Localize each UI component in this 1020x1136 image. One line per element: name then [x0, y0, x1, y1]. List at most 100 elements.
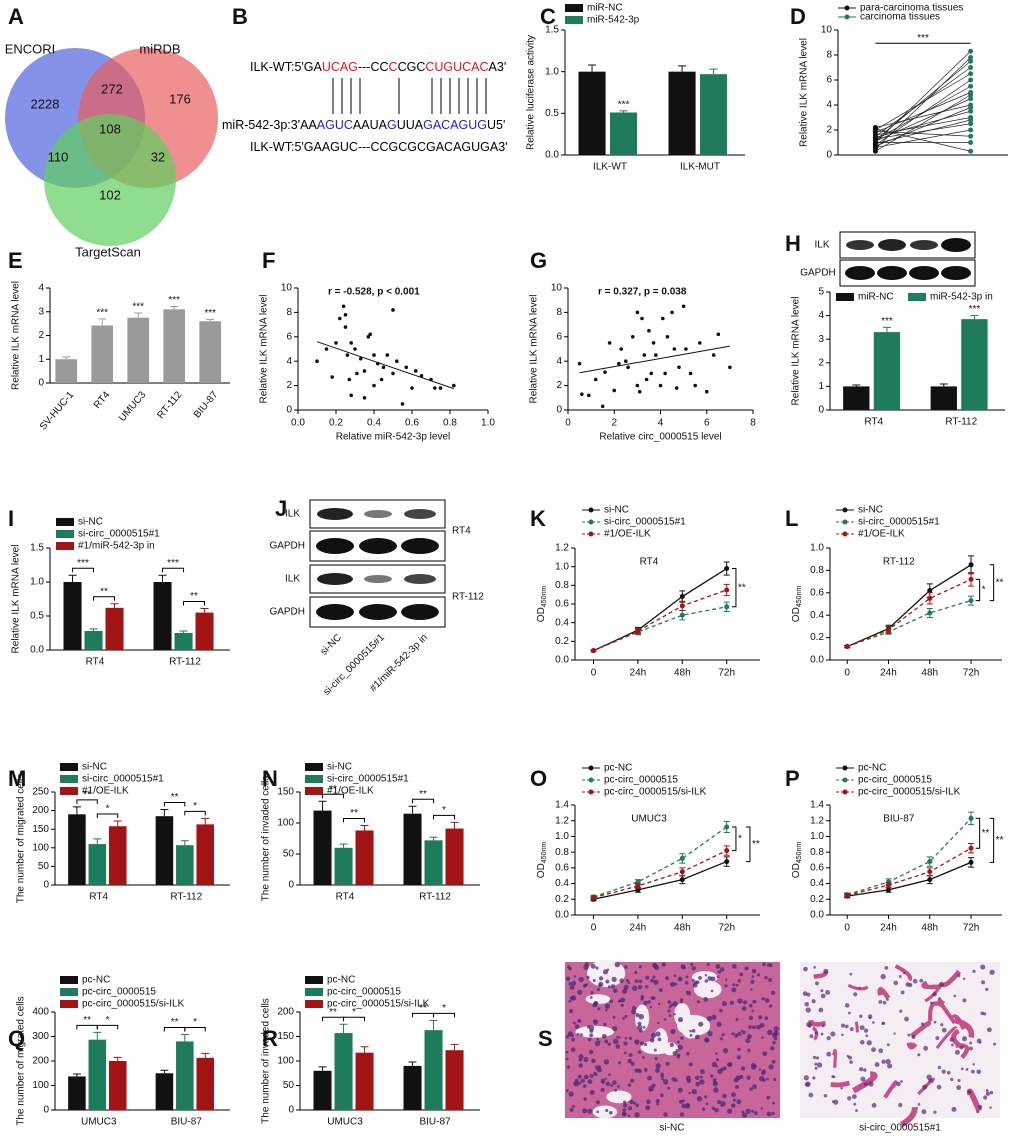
pair-line	[875, 94, 971, 152]
point	[927, 610, 933, 616]
nucleus	[686, 1078, 692, 1084]
legend-label: si-NC	[604, 505, 629, 516]
nucleus	[750, 979, 755, 984]
nucleus	[735, 983, 739, 987]
y-tick-label: 2	[826, 125, 832, 136]
nucleus	[647, 1000, 651, 1004]
venn-set: ENCORI	[5, 41, 56, 56]
nucleus	[605, 979, 610, 984]
nucleus	[962, 977, 966, 981]
nucleus	[938, 981, 945, 987]
nucleus	[583, 1097, 587, 1101]
nucleus	[569, 985, 575, 990]
bracket-label: *	[193, 801, 197, 812]
y-tick-label: 0.0	[555, 655, 569, 666]
bracket-label: *	[352, 1007, 356, 1018]
point	[872, 137, 878, 143]
point	[635, 310, 640, 315]
nucleus	[734, 1084, 740, 1090]
blot-label: ILK	[285, 509, 300, 520]
nucleus	[936, 1084, 942, 1090]
pair-line	[875, 98, 971, 142]
point	[452, 383, 456, 388]
sequence-line: ILK-WT:5'GAAGUC---CCGCGCGACAGUGA3'	[250, 140, 508, 154]
nucleus	[571, 1104, 575, 1108]
bar	[313, 810, 332, 885]
bracket-label: **	[329, 1007, 337, 1018]
nucleus	[674, 982, 678, 986]
y-tick-label: 0.4	[810, 878, 824, 889]
error-bar	[68, 574, 77, 582]
significance: ***	[132, 302, 144, 313]
point	[968, 105, 974, 110]
y-tick-label: 1.0	[810, 543, 824, 554]
pair-line	[875, 50, 971, 143]
nucleus	[985, 987, 989, 992]
fit-line	[316, 341, 454, 390]
legend-label: si-NC	[858, 505, 883, 516]
point	[968, 562, 974, 568]
point	[679, 594, 685, 600]
nucleus	[688, 1091, 691, 1095]
error-bar	[170, 306, 179, 310]
nucleus	[604, 1077, 608, 1080]
nucleus	[808, 1092, 814, 1098]
point	[968, 108, 974, 114]
pair-line	[875, 73, 971, 131]
nucleus	[980, 1011, 985, 1016]
nucleus	[679, 1112, 685, 1117]
nucleus	[768, 1064, 774, 1070]
point	[968, 96, 974, 102]
nucleus	[705, 1102, 709, 1106]
legend-label: pc-circ_0000515/si-ILK	[327, 999, 430, 1010]
bar	[334, 847, 353, 885]
nucleus	[719, 967, 725, 972]
nucleus	[642, 1026, 646, 1029]
bar	[424, 840, 443, 885]
nucleus	[751, 1009, 755, 1013]
point	[654, 353, 658, 357]
nucleus	[881, 1059, 886, 1064]
point	[381, 365, 386, 370]
nucleus	[634, 1039, 640, 1045]
error-bar	[206, 318, 215, 322]
legend-marker	[588, 789, 594, 795]
venn	[5, 48, 218, 246]
error-bar	[72, 1073, 81, 1077]
y-tick-label: 0	[826, 150, 832, 161]
nucleus	[951, 1043, 954, 1047]
point	[661, 316, 665, 321]
legend-swatch	[305, 976, 323, 984]
y-tick-label: 0	[38, 378, 44, 389]
bracket	[184, 810, 206, 816]
error-bar	[429, 836, 438, 841]
y-tick-label: 6	[286, 331, 292, 342]
y-tick-label: 1.4	[555, 800, 569, 811]
point	[844, 892, 850, 898]
bracket	[433, 814, 456, 820]
nucleus	[761, 997, 766, 1001]
point	[968, 121, 974, 127]
panel-letter: N	[262, 766, 278, 791]
alveolar-wall	[899, 1106, 918, 1128]
nucleus	[627, 1114, 631, 1118]
nucleus	[853, 992, 858, 997]
nucleus	[568, 966, 572, 971]
legend-label: pc-circ_0000515	[604, 775, 678, 786]
significance: ***	[969, 304, 981, 315]
y-tick-label: 50	[283, 1080, 295, 1091]
y-tick-label: 0.2	[555, 894, 569, 905]
nucleus	[677, 976, 683, 982]
nucleus	[938, 996, 941, 1000]
nucleus	[878, 1048, 884, 1054]
error-bar	[113, 1056, 122, 1061]
y-tick-label: 1.0	[545, 66, 559, 77]
line	[847, 817, 972, 896]
point	[674, 386, 679, 390]
nucleus	[629, 1078, 635, 1083]
sequence-segment: UCAG	[322, 60, 358, 74]
nucleus	[893, 1032, 896, 1035]
nucleus	[886, 998, 889, 1001]
bracket	[975, 817, 981, 849]
